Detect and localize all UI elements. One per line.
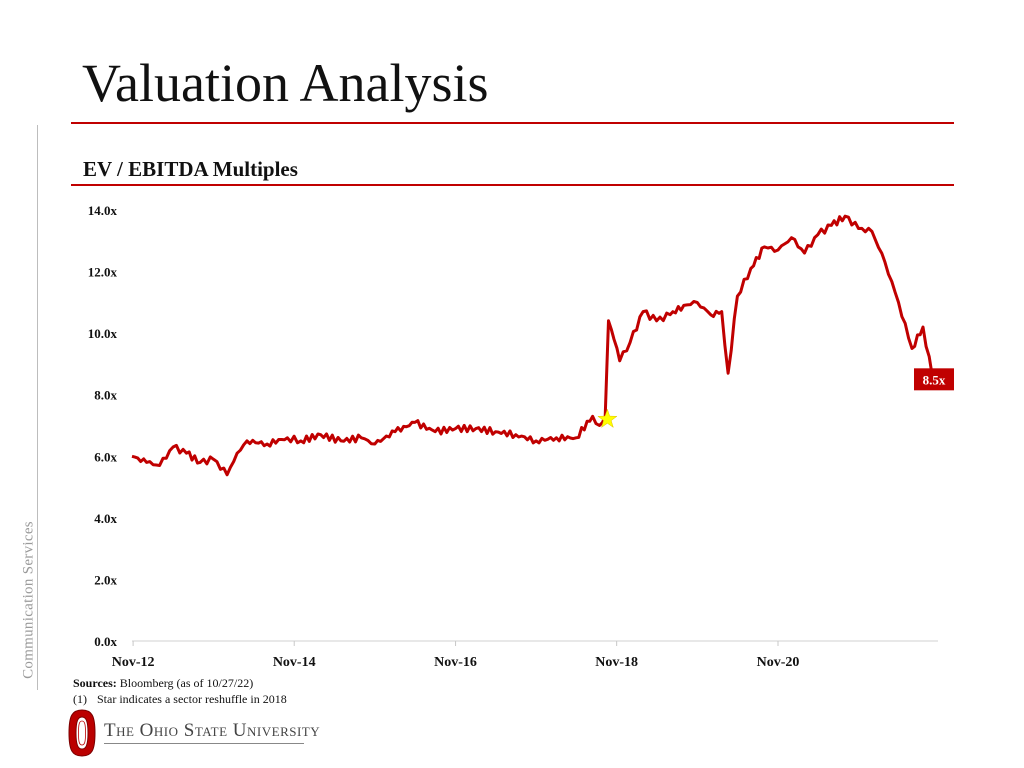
sources-note: Sources: Bloomberg (as of 10/27/22) bbox=[73, 676, 253, 691]
title-divider bbox=[71, 122, 954, 124]
series-line bbox=[131, 214, 939, 477]
y-tick-label: 4.0x bbox=[94, 511, 117, 526]
y-tick-label: 6.0x bbox=[94, 449, 117, 464]
y-tick-label: 14.0x bbox=[88, 203, 118, 218]
chart-subtitle: EV / EBITDA Multiples bbox=[83, 157, 298, 181]
x-tick-label: Nov-16 bbox=[434, 655, 477, 670]
x-tick-label: Nov-14 bbox=[273, 655, 316, 670]
sources-label: Sources: bbox=[73, 676, 117, 690]
x-tick-label: Nov-20 bbox=[757, 655, 800, 670]
x-tick-label: Nov-18 bbox=[595, 655, 638, 670]
osu-logo bbox=[68, 709, 96, 757]
x-tick-label: Nov-12 bbox=[112, 655, 155, 670]
y-tick-label: 12.0x bbox=[88, 265, 118, 280]
y-tick-label: 10.0x bbox=[88, 326, 118, 341]
footnote-number: (1) bbox=[73, 692, 87, 706]
reshuffle-star-icon bbox=[597, 408, 618, 429]
footnote-text: Star indicates a sector reshuffle in 201… bbox=[97, 692, 287, 706]
logo-underline bbox=[104, 743, 304, 744]
footnote: (1) Star indicates a sector reshuffle in … bbox=[73, 692, 287, 707]
subtitle-divider bbox=[71, 184, 954, 186]
side-divider bbox=[37, 125, 38, 690]
page-title: Valuation Analysis bbox=[82, 53, 489, 113]
sources-text: Bloomberg (as of 10/27/22) bbox=[119, 676, 254, 690]
y-tick-label: 2.0x bbox=[94, 572, 117, 587]
university-name: The Ohio State University bbox=[104, 720, 321, 741]
y-tick-label: 8.0x bbox=[94, 388, 117, 403]
end-value-label: 8.5x bbox=[923, 372, 946, 387]
end-value-badge bbox=[914, 368, 954, 391]
y-tick-label: 0.0x bbox=[94, 634, 117, 649]
